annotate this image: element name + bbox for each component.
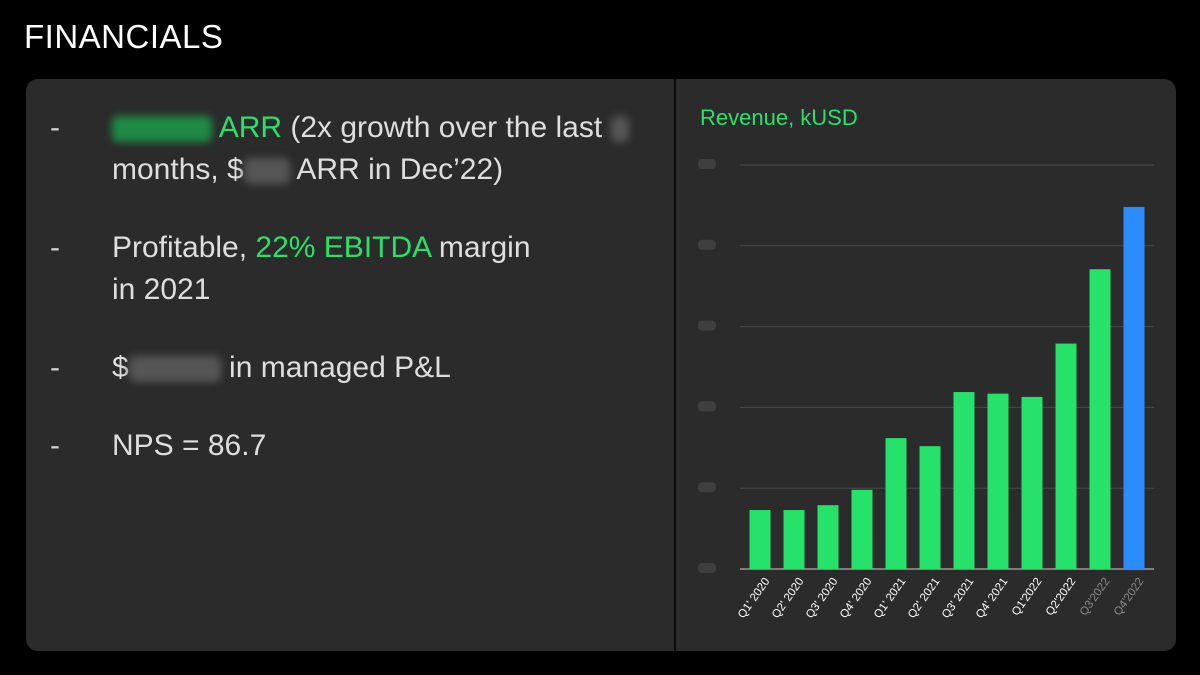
- x-tick-label: Q2' 2021: [906, 576, 942, 621]
- y-tick-label-redacted: [698, 320, 716, 331]
- nps-text: NPS = 86.7: [112, 429, 267, 462]
- y-tick-label-redacted: [698, 239, 716, 250]
- revenue-bar: [749, 510, 771, 569]
- x-tick-label: Q3' 2021: [940, 576, 976, 621]
- revenue-bar: [919, 446, 941, 569]
- revenue-bar: [783, 510, 805, 569]
- revenue-bar: [953, 392, 975, 569]
- y-tick-label-redacted: [698, 482, 716, 493]
- page-title: FINANCIALS: [24, 18, 224, 55]
- pnl-prefix: $: [112, 351, 129, 384]
- x-tick-label: Q1'2022: [1010, 576, 1045, 618]
- arr-line2-a: months, $: [112, 153, 244, 186]
- chart-title: Revenue, kUSD: [700, 105, 858, 130]
- redacted-arr-value: [112, 116, 212, 143]
- revenue-bar: [851, 489, 873, 569]
- x-tick-label: Q2'2022: [1044, 576, 1079, 618]
- arr-line2-b: ARR in Dec’22): [289, 153, 504, 186]
- bullet-profitable: - Profitable, 22% EBITDA margin in 2021: [50, 227, 650, 311]
- x-tick-label: Q1' 2021: [872, 576, 908, 621]
- bullet-dash: -: [50, 111, 60, 144]
- profitable-line2: in 2021: [112, 273, 211, 306]
- revenue-bar: [1055, 343, 1077, 569]
- x-tick-label: Q3' 2020: [804, 576, 840, 621]
- y-tick-label-redacted: [698, 563, 716, 573]
- revenue-bar: [1089, 269, 1111, 569]
- profitable-prefix: Profitable,: [112, 231, 256, 264]
- profitable-suffix: margin: [430, 231, 531, 264]
- y-tick-label-redacted: [698, 159, 716, 169]
- revenue-bar: [817, 505, 839, 569]
- redacted-months: [610, 116, 629, 143]
- revenue-bar: [1123, 207, 1145, 570]
- x-tick-label: Q1' 2020: [736, 576, 772, 621]
- bullet-nps: - NPS = 86.7: [50, 425, 650, 467]
- x-tick-label: Q4' 2020: [838, 576, 874, 621]
- bullet-list: - ARR (2x growth over the last months, $…: [50, 107, 650, 467]
- redacted-dec-arr: [243, 158, 290, 185]
- y-tick-label-redacted: [698, 401, 716, 412]
- revenue-bar: [1021, 396, 1043, 569]
- bullet-arr: - ARR (2x growth over the last months, $…: [50, 107, 650, 191]
- arr-label: ARR: [218, 111, 283, 144]
- revenue-chart: Revenue, kUSD Q1' 2020 Q2' 2020 Q3' 2020 Q4…: [676, 79, 1176, 651]
- x-tick-label: Q4'2022: [1112, 576, 1147, 618]
- pnl-suffix: in managed P&L: [220, 351, 451, 384]
- ebitda-highlight: 22% EBITDA: [255, 231, 431, 264]
- arr-growth-text: (2x growth over the last: [282, 111, 611, 144]
- bullet-dash: -: [50, 429, 60, 462]
- bullet-pnl: - $ in managed P&L: [50, 347, 650, 389]
- x-tick-label: Q3'2022: [1078, 576, 1113, 618]
- revenue-bar: [885, 438, 907, 569]
- x-tick-label: Q2' 2020: [770, 576, 806, 621]
- panel-divider: [674, 79, 676, 651]
- bullet-dash: -: [50, 231, 60, 264]
- bullet-dash: -: [50, 351, 60, 384]
- x-tick-label: Q4' 2021: [974, 576, 1010, 621]
- content-panel: - ARR (2x growth over the last months, $…: [26, 79, 1176, 651]
- revenue-bar: [987, 393, 1009, 569]
- redacted-pnl-value: [128, 356, 221, 383]
